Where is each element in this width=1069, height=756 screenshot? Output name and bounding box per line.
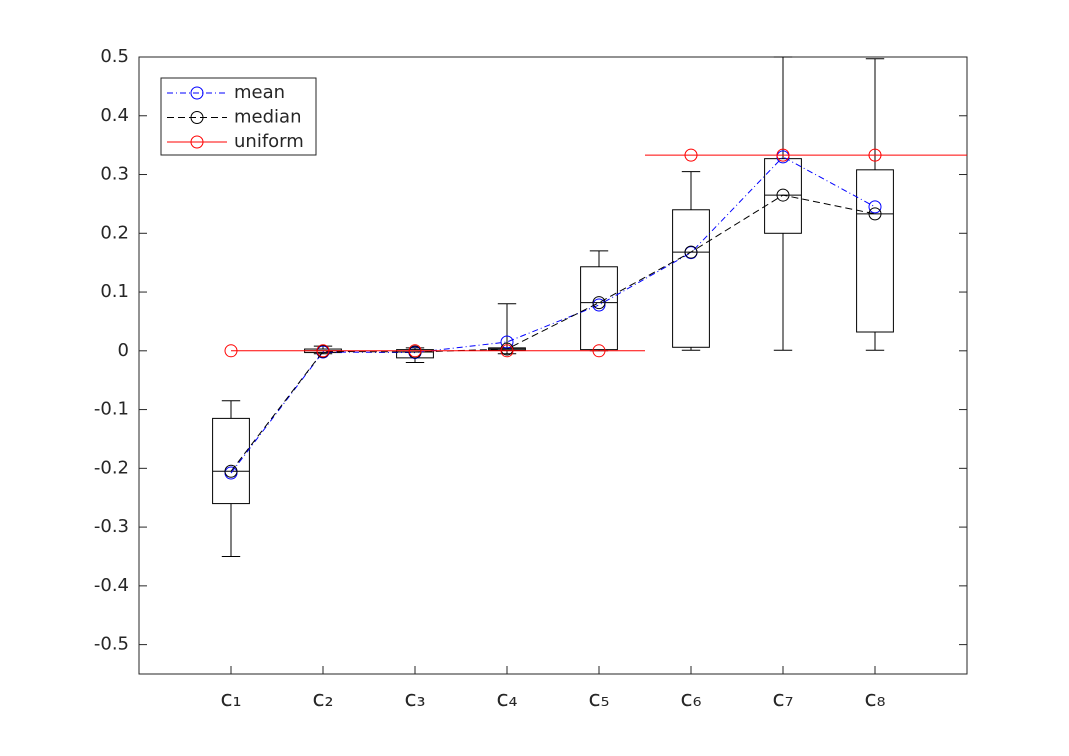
y-tick-label: 0.2 bbox=[100, 222, 129, 243]
box bbox=[672, 209, 710, 348]
y-tick-label: 0 bbox=[118, 340, 129, 361]
x-tick-label: c₅ bbox=[589, 687, 610, 712]
marker bbox=[500, 344, 514, 358]
y-tick-label: -0.1 bbox=[94, 399, 129, 420]
marker bbox=[500, 335, 514, 349]
legend-label: median bbox=[234, 107, 301, 128]
y-tick-label: -0.2 bbox=[94, 457, 129, 478]
marker bbox=[868, 207, 882, 221]
marker bbox=[592, 344, 606, 358]
marker bbox=[868, 148, 882, 162]
x-tick-label: c₈ bbox=[865, 687, 886, 712]
legend-marker bbox=[190, 86, 204, 100]
box bbox=[212, 417, 250, 505]
y-tick-label: 0.3 bbox=[100, 164, 129, 185]
x-tick-label: c₆ bbox=[681, 687, 702, 712]
box bbox=[764, 158, 802, 234]
marker bbox=[776, 148, 790, 162]
x-tick-label: c₃ bbox=[405, 687, 426, 712]
y-tick-label: -0.5 bbox=[94, 634, 129, 655]
legend-marker bbox=[190, 111, 204, 124]
x-tick-label: c₇ bbox=[773, 687, 794, 712]
box bbox=[856, 169, 894, 333]
series-line bbox=[230, 156, 876, 474]
y-tick-label: 0.5 bbox=[100, 46, 129, 67]
x-tick-label: c₄ bbox=[497, 687, 518, 712]
y-tick-label: -0.3 bbox=[94, 516, 129, 537]
x-tick-label: c₂ bbox=[313, 687, 334, 712]
marker bbox=[868, 200, 882, 214]
marker bbox=[592, 296, 606, 310]
marker bbox=[684, 148, 698, 162]
marker bbox=[316, 344, 330, 358]
box bbox=[580, 266, 618, 351]
y-tick-label: -0.4 bbox=[94, 575, 129, 596]
y-tick-label: 0.1 bbox=[100, 281, 129, 302]
marker bbox=[776, 188, 790, 202]
x-tick-label: c₁ bbox=[221, 687, 242, 712]
legend-label: uniform bbox=[234, 131, 304, 152]
legend-marker bbox=[190, 135, 204, 149]
y-tick-label: 0.4 bbox=[100, 105, 129, 126]
marker bbox=[684, 245, 698, 259]
plot-area bbox=[138, 56, 968, 675]
marker bbox=[224, 464, 238, 478]
marker bbox=[408, 344, 422, 358]
marker bbox=[224, 344, 238, 358]
series-line bbox=[230, 194, 876, 472]
legend-label: mean bbox=[234, 82, 285, 103]
